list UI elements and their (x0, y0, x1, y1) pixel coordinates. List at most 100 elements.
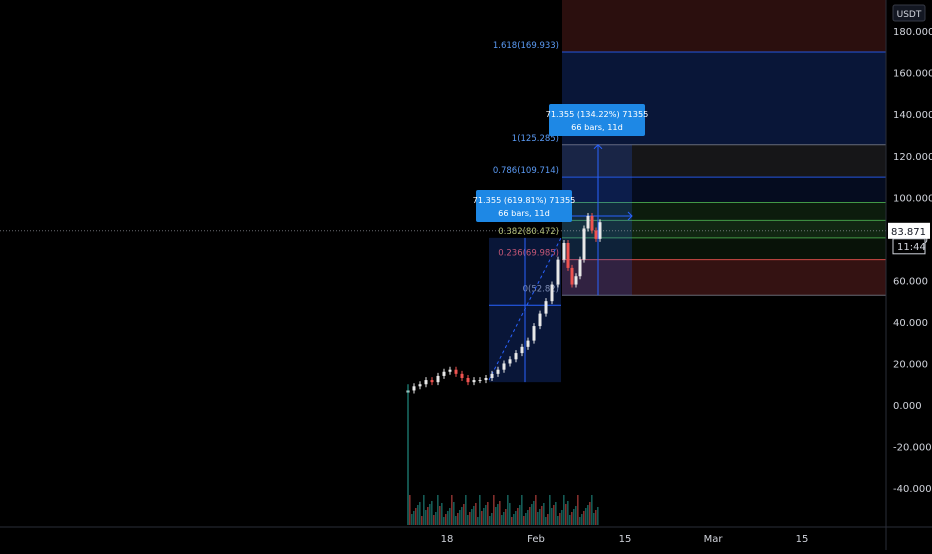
x-tick-label: 18 (441, 534, 454, 545)
volume-bar (487, 502, 489, 525)
measure-box-right (562, 144, 632, 296)
volume-bar (437, 495, 439, 525)
volume-bar (589, 502, 591, 525)
volume-bar (493, 495, 495, 525)
y-tick-label: 180.000 (893, 27, 932, 38)
volume-bar (565, 504, 567, 525)
x-tick-label: 15 (619, 534, 632, 545)
volume-bar (409, 495, 411, 525)
candle-body (594, 230, 598, 239)
candle-body (496, 369, 500, 374)
fib-zone-5 (562, 220, 886, 238)
fib-label: 0.786(109.714) (493, 166, 559, 176)
fib-label: 1(125.285) (512, 134, 559, 144)
candle-body (436, 375, 440, 383)
volume-bar (447, 511, 449, 525)
volume-bar (553, 505, 555, 525)
volume-bar (563, 495, 565, 525)
measure-info-line1: 71.355 (134.22%) 71355 (546, 109, 649, 119)
volume-bar (481, 511, 483, 525)
volume-bar (451, 495, 453, 525)
candle-body (466, 377, 470, 383)
volume-bar (537, 512, 539, 525)
volume-bar (515, 511, 517, 525)
candle-body (460, 373, 464, 378)
volume-bar (479, 495, 481, 525)
volume-bar (519, 505, 521, 525)
fib-zone-above (562, 0, 886, 53)
candle-body (582, 228, 586, 260)
measure-info-line2: 66 bars, 11d (571, 122, 623, 132)
measure-info-box (549, 104, 645, 136)
volume-bar (489, 516, 491, 525)
volume-bar (543, 503, 545, 525)
volume-bar (459, 510, 461, 525)
measure-info-box (476, 190, 572, 222)
candle-body (508, 359, 512, 364)
volume-bar (573, 509, 575, 525)
volume-bar (423, 495, 425, 525)
volume-bar (531, 504, 533, 525)
fib-zone-382 (562, 237, 886, 260)
volume-bar (491, 513, 493, 525)
volume-bar (421, 516, 423, 525)
trend-dashed (488, 237, 562, 381)
volume-bar (575, 506, 577, 525)
volume-bar (591, 495, 593, 525)
volume-bar (527, 510, 529, 525)
candle-body (520, 346, 524, 354)
volume-bar (521, 495, 523, 525)
volume-bar (501, 515, 503, 525)
candle-body (562, 242, 566, 260)
fib-zone-1 (562, 144, 886, 178)
measure-info-line2: 66 bars, 11d (498, 208, 550, 218)
fib-label: 0.236(69.985) (498, 249, 559, 259)
last-price-label: 83.871 (891, 227, 926, 238)
volume-bar (467, 515, 469, 525)
volume-bar (497, 504, 499, 525)
volume-bar (585, 508, 587, 525)
volume-bar (567, 501, 569, 525)
candle-body (526, 340, 530, 347)
volume-bar (593, 513, 595, 525)
candle-body (532, 326, 536, 341)
y-tick-label: 40.000 (893, 318, 928, 329)
volume-bar (425, 510, 427, 525)
last-price-box (888, 222, 930, 239)
y-tick-label: 140.000 (893, 110, 932, 121)
y-tick-label: -20.000 (893, 443, 932, 454)
candle-body (418, 384, 422, 387)
volume-bar (571, 512, 573, 525)
candle-body (550, 284, 554, 302)
fib-label: 0(52.82) (523, 284, 559, 294)
volume-bar (429, 504, 431, 525)
volume-bar (465, 495, 467, 525)
fib-zone-618 (562, 202, 886, 221)
candle-body (570, 267, 574, 285)
currency-label: USDT (897, 10, 922, 20)
y-tick-label: 20.000 (893, 359, 928, 370)
volume-bar (535, 495, 537, 525)
volume-bar (499, 501, 501, 525)
volume-bar (455, 516, 457, 525)
x-tick-label: Feb (527, 534, 545, 545)
volume-bar (549, 495, 551, 525)
volume-bar (417, 505, 419, 525)
fib-label: 0.382(80.472) (498, 227, 559, 237)
candle-body (490, 373, 494, 378)
volume-bar (463, 504, 465, 525)
volume-bar (559, 513, 561, 525)
volume-bar (581, 514, 583, 525)
volume-bar (595, 510, 597, 525)
candle-body (514, 353, 518, 360)
volume-bar (507, 495, 509, 525)
candle-body (544, 301, 548, 314)
candle-body (586, 215, 590, 229)
volume-bar (517, 508, 519, 525)
countdown-label: 11:44 (897, 242, 926, 253)
volume-bar (551, 508, 553, 525)
volume-bar (525, 513, 527, 525)
x-tick-label: 15 (796, 534, 809, 545)
